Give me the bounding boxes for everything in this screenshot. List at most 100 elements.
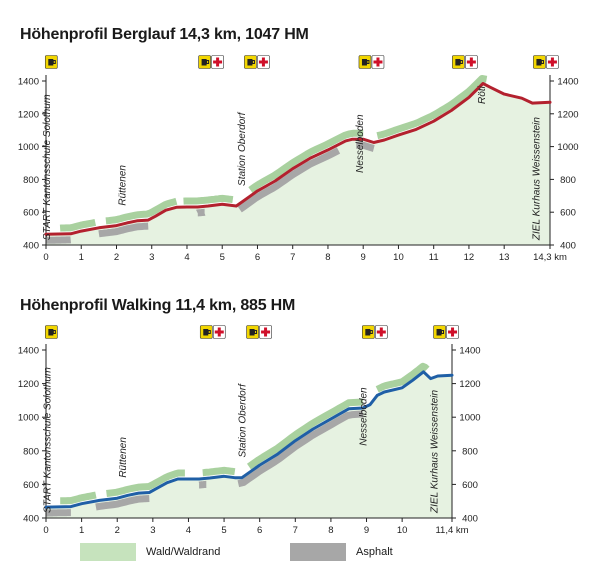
legend: Wald/Waldrand Asphalt: [0, 543, 600, 563]
legend-label-forest: Wald/Waldrand: [146, 546, 221, 558]
x-tick-label: 14,3 km: [533, 252, 567, 263]
cross-horizontal: [258, 60, 268, 64]
forest-segment-0: [58, 218, 98, 232]
x-tick-label: 3: [149, 252, 154, 263]
cup-handle: [52, 60, 56, 64]
y-tick-label-right: 1400: [459, 346, 480, 357]
place-label: Nesselboden: [359, 387, 370, 446]
x-tick-label: 0: [43, 252, 48, 263]
y-tick-label-left: 1200: [18, 109, 39, 120]
y-tick-label-left: 1000: [18, 142, 39, 153]
x-tick-label: 11,4 km: [435, 525, 468, 536]
y-tick-label-right: 600: [462, 480, 478, 491]
station-2: [246, 325, 272, 339]
y-tick-label-right: 1200: [557, 109, 578, 120]
cup-handle: [441, 330, 445, 334]
legend-swatch-forest: [80, 543, 136, 561]
station-3: [358, 55, 385, 69]
x-tick-label: 4: [186, 525, 191, 536]
asphalt-segment-4: [353, 141, 377, 152]
x-tick-label: 7: [293, 525, 298, 536]
place-label: ZIEL Kurhaus Weissenstein: [430, 389, 441, 513]
cross-horizontal: [547, 60, 557, 64]
cup-shape: [536, 59, 542, 66]
y-tick-label-right: 1200: [459, 379, 480, 390]
x-tick-label: 10: [397, 525, 408, 536]
cup-shape: [249, 329, 255, 336]
forest-segment-4: [375, 362, 430, 393]
cup-shape: [201, 59, 207, 66]
y-tick-label-right: 800: [560, 175, 576, 186]
forest-segment-1: [106, 469, 186, 497]
asphalt-segment-1: [94, 495, 151, 511]
y-tick-label-right: 400: [560, 241, 576, 252]
y-tick-label-left: 400: [23, 241, 39, 252]
cup-shape: [455, 59, 461, 66]
y-tick-label-left: 800: [23, 446, 39, 457]
station-1: [198, 55, 224, 69]
x-tick-label: 10: [393, 252, 404, 263]
cup-handle: [254, 330, 258, 334]
cup-shape: [436, 329, 442, 336]
cup-shape: [361, 59, 367, 66]
x-tick-label: 6: [257, 525, 262, 536]
x-tick-label: 1: [79, 252, 84, 263]
cup-handle: [207, 330, 211, 334]
x-tick-label: 6: [255, 252, 260, 263]
cross-horizontal: [213, 60, 223, 64]
chart-title-berglauf: Höhenprofil Berglauf 14,3 km, 1047 HM: [20, 26, 309, 43]
x-tick-label: 4: [184, 252, 189, 263]
x-tick-label: 9: [361, 252, 366, 263]
forest-segment-3: [248, 129, 364, 193]
x-tick-label: 7: [290, 252, 295, 263]
y-tick-label-left: 600: [23, 480, 39, 491]
asphalt-segment-2: [195, 480, 210, 489]
station-1: [199, 325, 226, 339]
cup-shape: [48, 329, 54, 336]
forest-segment-0: [58, 491, 98, 505]
asphalt-segment-0: [43, 236, 74, 244]
x-tick-label: 9: [364, 525, 369, 536]
place-label: Röti: [477, 85, 488, 104]
terrain-area: [46, 371, 452, 518]
x-tick-label: 3: [150, 525, 155, 536]
cup-handle: [459, 60, 463, 64]
y-tick-label-right: 1400: [557, 77, 578, 88]
cup-handle: [251, 60, 255, 64]
cross-horizontal: [376, 330, 386, 334]
forest-segment-2: [200, 466, 237, 477]
place-label: ZIEL Kurhaus Weissenstein: [531, 117, 542, 241]
x-tick-label: 1: [79, 525, 84, 536]
cup-shape: [48, 59, 54, 66]
station-0: [44, 55, 58, 69]
station-3: [362, 325, 388, 339]
x-tick-label: 5: [221, 525, 226, 536]
y-tick-label-left: 400: [23, 514, 39, 525]
cup-shape: [365, 329, 371, 336]
cup-handle: [52, 330, 56, 334]
cross-horizontal: [448, 330, 458, 334]
place-label: Nesselboden: [355, 114, 366, 173]
cup-handle: [369, 330, 373, 334]
y-tick-label-right: 1000: [459, 413, 480, 424]
cup-shape: [203, 329, 209, 336]
x-tick-label: 8: [325, 252, 330, 263]
chart-title-walking: Höhenprofil Walking 11,4 km, 885 HM: [20, 297, 296, 314]
y-tick-label-left: 1400: [18, 346, 39, 357]
elevation-profile-line: [44, 82, 552, 236]
y-tick-label-left: 1000: [18, 413, 39, 424]
station-0: [45, 325, 58, 339]
station-4: [452, 55, 478, 69]
asphalt-segment-0: [43, 509, 74, 517]
x-tick-label: 2: [114, 252, 119, 263]
place-label: Station Oberdorf: [237, 111, 248, 186]
place-label: START Kantonsschule Solothurn: [42, 367, 53, 513]
x-tick-label: 12: [464, 252, 475, 263]
cup-shape: [247, 59, 253, 66]
cross-horizontal: [373, 60, 383, 64]
y-tick-label-left: 1400: [18, 77, 39, 88]
terrain-area: [46, 83, 550, 245]
place-label: Station Oberdorf: [237, 383, 248, 458]
